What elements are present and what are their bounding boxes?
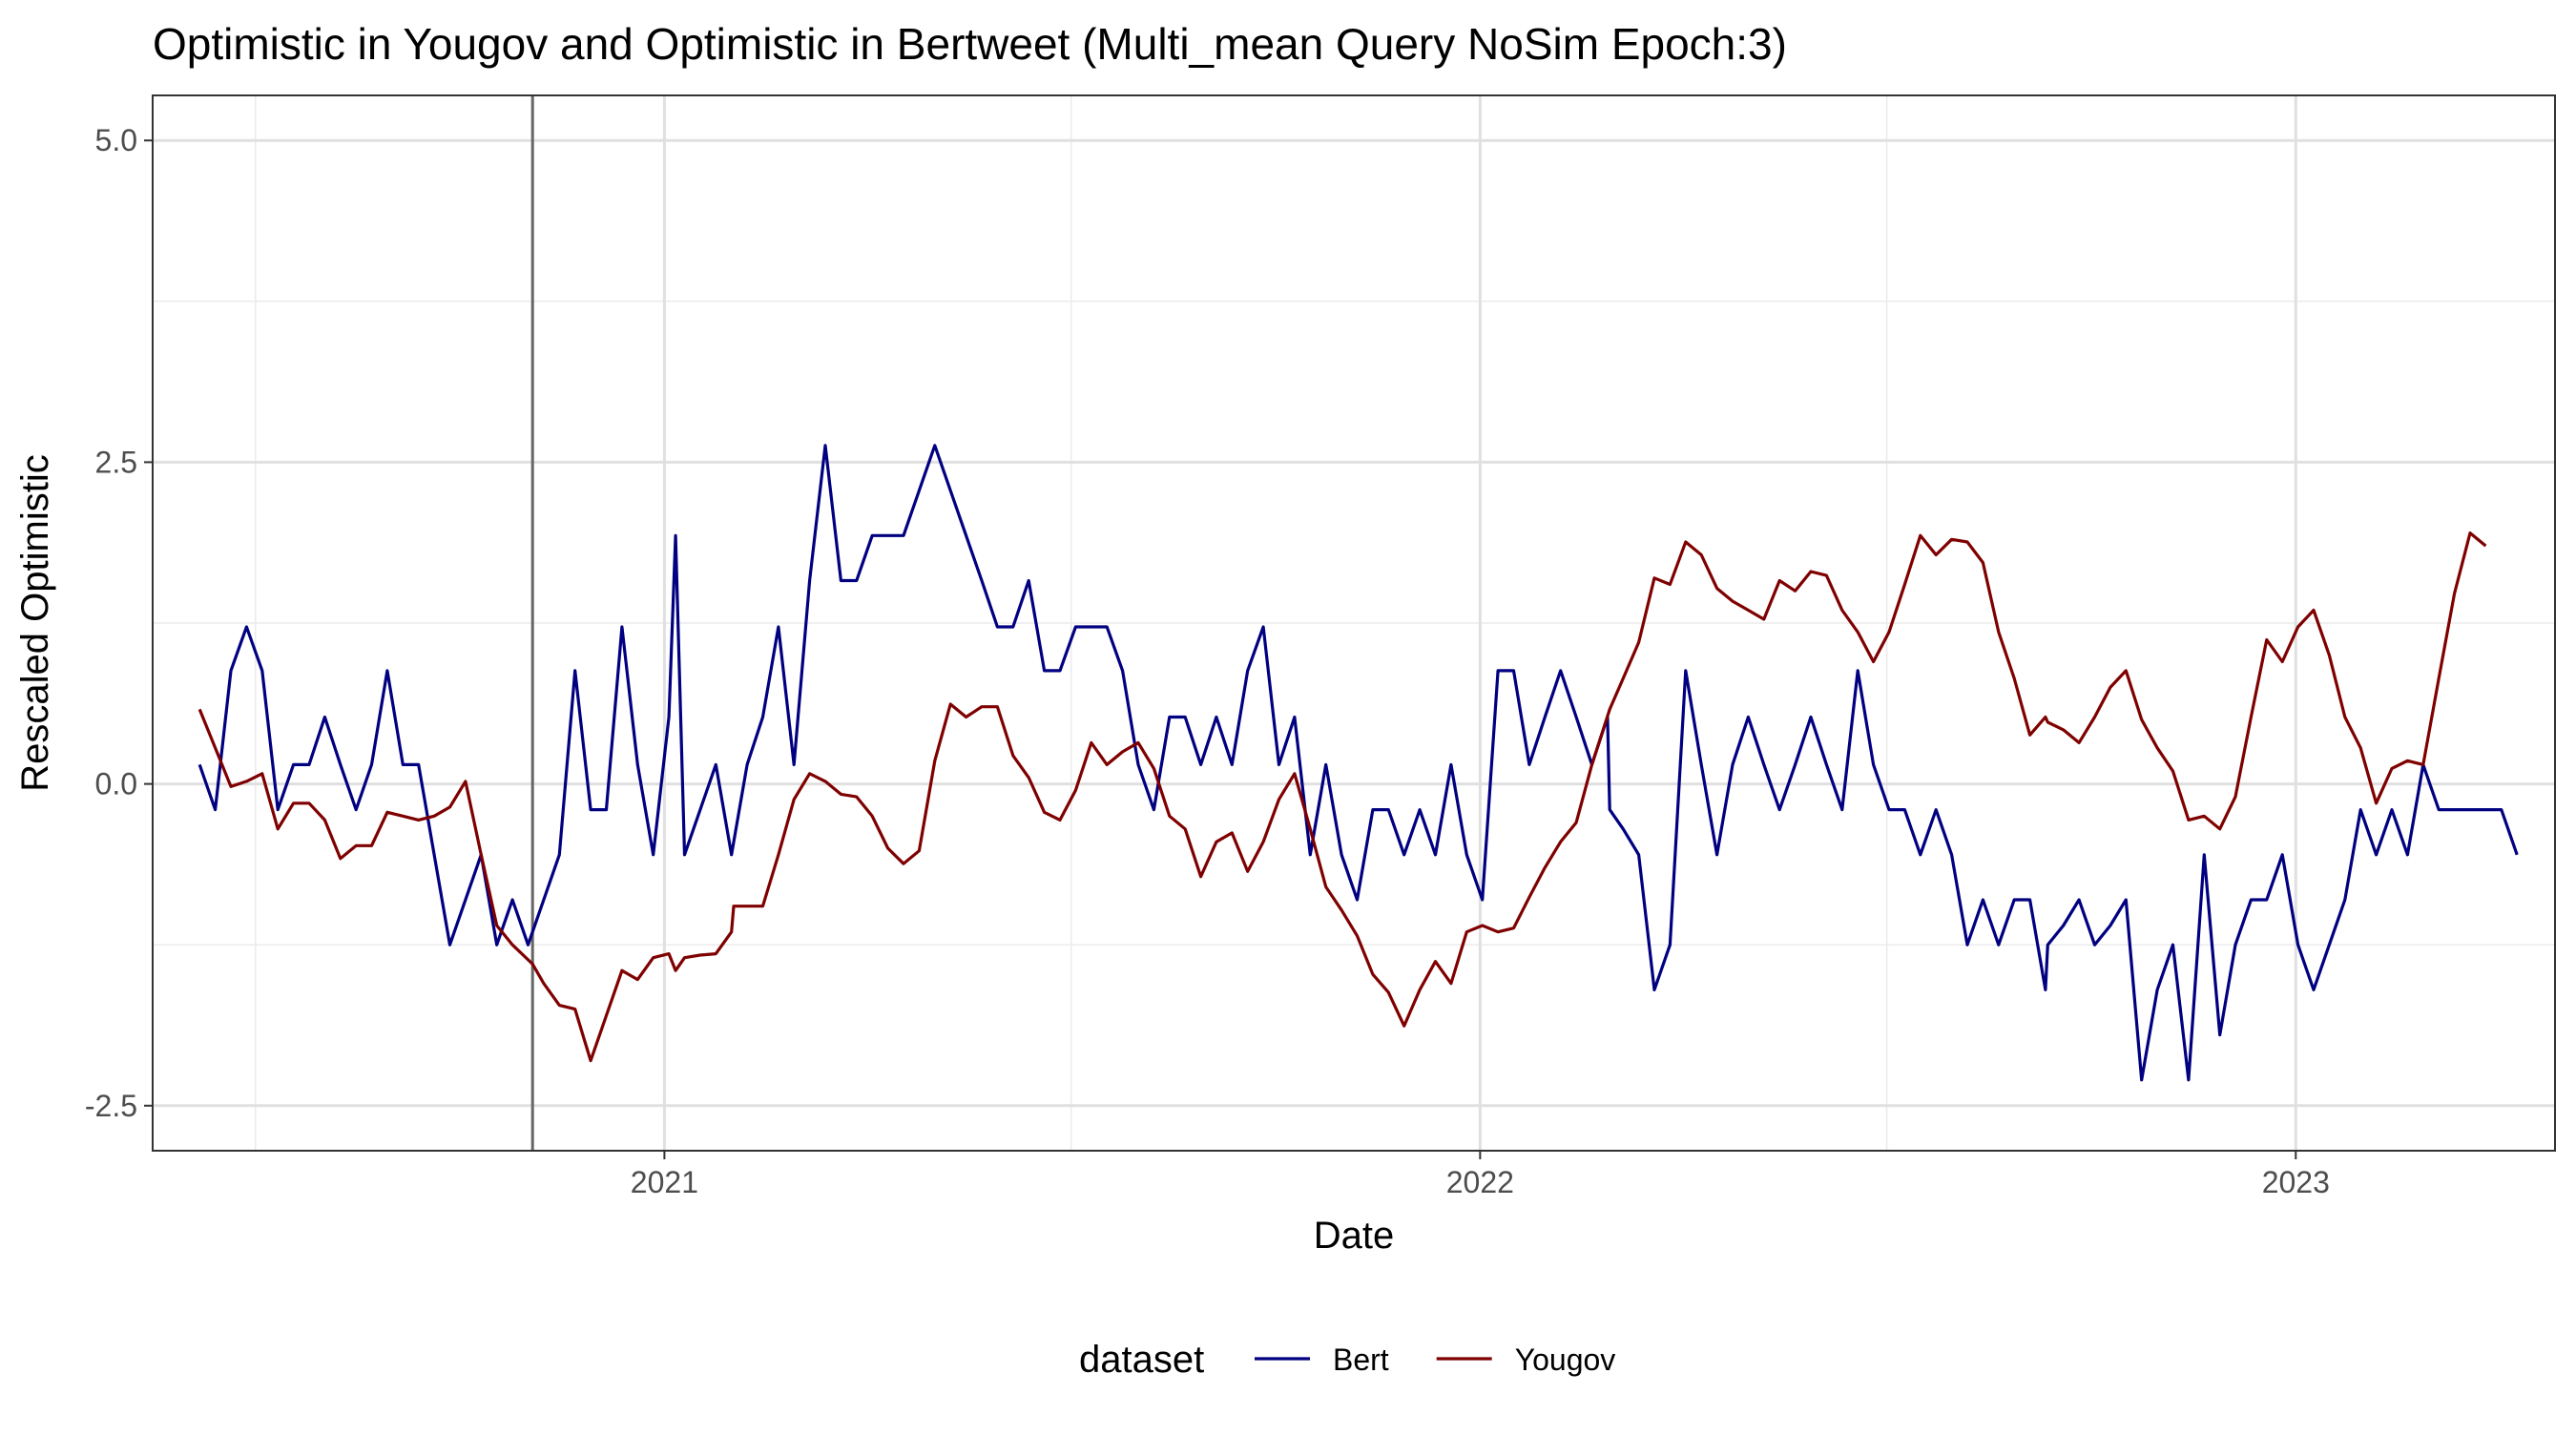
x-tick-label: 2022 (1446, 1165, 1514, 1199)
y-tick-label: -2.5 (85, 1089, 137, 1123)
y-tick-label: 0.0 (95, 767, 137, 801)
legend-label-yougov: Yougov (1515, 1342, 1616, 1377)
chart-title: Optimistic in Yougov and Optimistic in B… (153, 19, 1787, 69)
plot-panel-border (152, 94, 2556, 1152)
x-tick-label: 2021 (631, 1165, 698, 1199)
y-tick-label: 5.0 (95, 123, 137, 157)
series-lines (197, 444, 2519, 1082)
x-axis-title: Date (1314, 1215, 1395, 1257)
x-tick-label: 2023 (2262, 1165, 2330, 1199)
series-line-yougov (197, 531, 2487, 1063)
series-line-bert (197, 444, 2519, 1082)
legend-label-bert: Bert (1333, 1342, 1389, 1377)
legend-title: dataset (1079, 1339, 1204, 1381)
y-axis: -2.5 0.0 2.5 5.0 (85, 123, 153, 1123)
y-tick-label: 2.5 (95, 445, 137, 479)
x-axis: 2021 2022 2023 (631, 1151, 2330, 1199)
legend: dataset Bert Yougov (1079, 1339, 1615, 1381)
grid-lines (153, 95, 2555, 1151)
y-axis-title: Rescaled Optimistic (14, 454, 56, 791)
